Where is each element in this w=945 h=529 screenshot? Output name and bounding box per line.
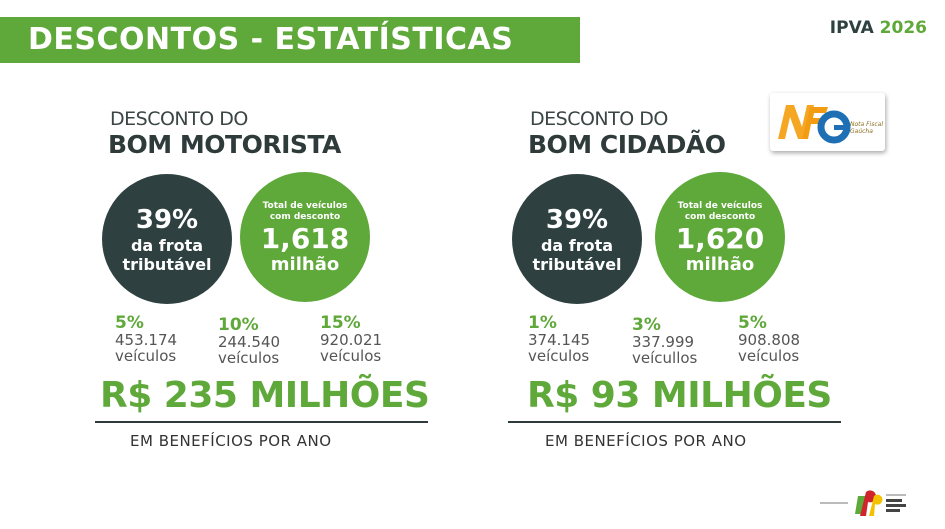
stat-unit: veículos	[738, 347, 800, 365]
stat-pct: 3%	[632, 315, 661, 335]
divider	[508, 421, 841, 423]
stat-item: 1% 374.145 veículos	[528, 314, 590, 364]
stat-item: 5% 908.808 veículos	[738, 314, 800, 364]
total-value: 1,620	[675, 221, 765, 255]
fleet-label: tributável	[532, 255, 622, 274]
total-unit: milhão	[685, 253, 755, 275]
benefit-label: EM BENEFÍCIOS POR ANO	[545, 432, 747, 450]
svg-text:Gaúcha: Gaúcha	[850, 128, 873, 135]
stat-count: 453.174	[115, 331, 178, 349]
stat-unit: veículos	[115, 347, 177, 365]
fleet-label: tributável	[122, 255, 212, 274]
stat-pct: 5%	[738, 313, 767, 333]
stat-unit: veículos	[528, 347, 590, 365]
ipva-badge: IPVA 2026	[830, 18, 927, 38]
section-subtitle: DESCONTO DO	[110, 108, 248, 130]
section-subtitle: DESCONTO DO	[530, 108, 668, 130]
fleet-circle: 39% da frota tributável	[102, 174, 232, 304]
stat-count: 374.145	[528, 331, 591, 349]
section-title: BOM MOTORISTA	[108, 130, 341, 159]
fleet-pct: 39%	[545, 205, 609, 235]
government-logo	[820, 488, 930, 522]
total-label: com desconto	[684, 211, 756, 222]
divider	[95, 421, 428, 423]
stat-count: 244.540	[218, 333, 281, 351]
section-title: BOM CIDADÃO	[528, 130, 726, 159]
stat-item: 10% 244.540 veículos	[218, 316, 280, 366]
ipva-year: 2026	[879, 18, 927, 38]
fleet-label: da frota	[540, 236, 614, 255]
stat-item: 3% 337.999 veícullos	[632, 316, 697, 366]
stat-pct: 10%	[218, 315, 259, 335]
total-label: com desconto	[269, 211, 341, 222]
stat-unit: veícullos	[632, 349, 698, 367]
stat-unit: veículos	[218, 349, 280, 367]
total-circle: Total de veículos com desconto 1,618 mil…	[240, 172, 370, 302]
total-value: 1,618	[260, 221, 350, 255]
fleet-circle: 39% da frota tributável	[512, 174, 642, 304]
stat-pct: 5%	[115, 313, 144, 333]
page-title: DESCONTOS - ESTATÍSTICAS	[0, 17, 580, 63]
stat-pct: 15%	[320, 313, 361, 333]
fleet-label: da frota	[130, 236, 204, 255]
svg-text:Nota Fiscal: Nota Fiscal	[850, 121, 883, 128]
total-unit: milhão	[270, 253, 340, 275]
total-label: Total de veículos	[262, 200, 348, 211]
benefit-amount: R$ 235 MILHÕES	[100, 375, 430, 416]
fleet-pct: 39%	[135, 205, 199, 235]
stat-count: 908.808	[738, 331, 801, 349]
rs-government-logo-icon	[820, 490, 906, 516]
stat-count: 920.021	[320, 331, 383, 349]
total-circle: Total de veículos com desconto 1,620 mil…	[655, 172, 785, 302]
stat-count: 337.999	[632, 333, 695, 351]
benefit-label: EM BENEFÍCIOS POR ANO	[130, 432, 332, 450]
stat-pct: 1%	[528, 313, 557, 333]
nfg-logo: Nota Fiscal Gaúcha	[770, 93, 885, 151]
stat-unit: veículos	[320, 347, 382, 365]
ipva-label: IPVA	[829, 18, 874, 38]
benefit-amount: R$ 93 MILHÕES	[527, 375, 832, 416]
nfg-logo-icon: Nota Fiscal Gaúcha	[778, 105, 883, 144]
total-label: Total de veículos	[677, 200, 763, 211]
stat-item: 5% 453.174 veículos	[115, 314, 177, 364]
stat-item: 15% 920.021 veículos	[320, 314, 382, 364]
